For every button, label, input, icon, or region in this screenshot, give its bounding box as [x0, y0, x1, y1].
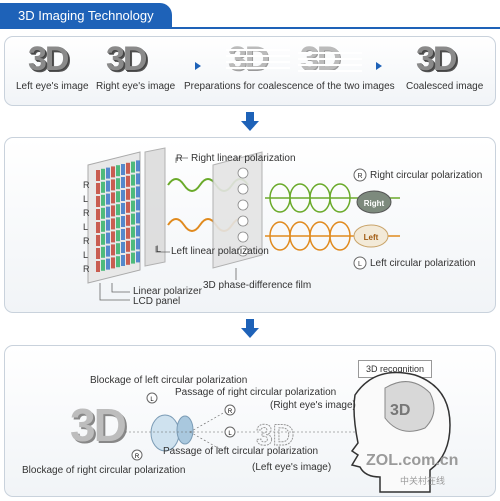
- right-eye-image-label: (Right eye's image): [270, 400, 356, 411]
- passage-left-label: Passage of left circular polarization: [163, 446, 318, 457]
- recognized-3d-text: 3D: [390, 402, 410, 419]
- left-eye-image-label: (Left eye's image): [252, 462, 331, 473]
- blockage-left-label: Blockage of left circular polarization: [90, 375, 247, 386]
- passage-right-label: Passage of right circular polarization: [175, 387, 336, 398]
- watermark: ZOL.com.cn: [366, 452, 458, 470]
- svg-text:R: R: [228, 409, 233, 415]
- blockage-right-label: Blockage of right circular polarization: [22, 465, 185, 476]
- watermark-sub: 中关村在线: [400, 474, 445, 487]
- svg-text:R: R: [135, 454, 140, 460]
